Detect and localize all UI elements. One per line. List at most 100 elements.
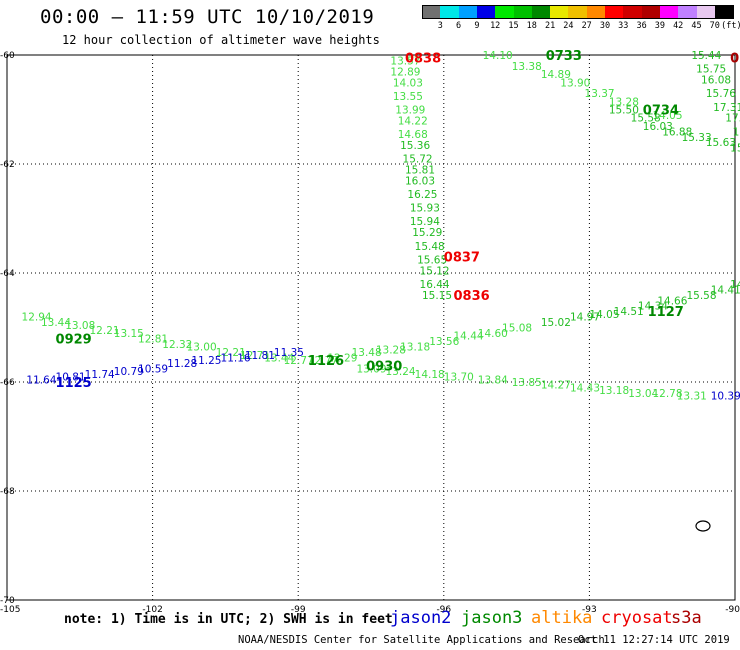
wave-height-value: 14.60 <box>478 328 508 340</box>
wave-height-value: 10.81 <box>56 372 86 384</box>
legend-cryosat: cryosat <box>601 608 673 628</box>
colorbar-label: 24 <box>563 21 574 31</box>
wave-height-value: 15.72 <box>403 154 433 166</box>
legend-jason2: jason2 <box>390 608 452 628</box>
wave-height-value: 16.88 <box>662 126 692 138</box>
wave-height-value: 13.38 <box>512 61 542 73</box>
legend-s3a: s3a <box>671 608 702 628</box>
wave-height-value: 13.84 <box>478 374 508 386</box>
wave-height-value: 13.56 <box>429 336 459 348</box>
wave-height-value: 15.58 <box>686 290 716 302</box>
wave-height-value: 15.81 <box>405 164 435 176</box>
wave-height-value: 11.16 <box>221 352 251 364</box>
wave-height-value: 13.24 <box>386 366 416 378</box>
lat-tick-label: -64 <box>0 269 15 279</box>
wave-height-value: 13.08 <box>65 320 95 332</box>
colorbar-label: 21 <box>544 21 556 31</box>
wave-height-value: 14.22 <box>398 115 428 127</box>
wave-height-value: 14.05 <box>589 309 619 321</box>
wave-height-value: 13.37 <box>585 88 615 100</box>
wave-height-value: 13.18 <box>400 342 430 354</box>
island-outline <box>695 520 711 532</box>
wave-height-value: 13.85 <box>512 377 542 389</box>
legend-altika: altika <box>531 608 593 628</box>
wave-height-value: 12.89 <box>390 66 420 78</box>
colorbar-swatch <box>513 5 533 19</box>
wave-height-value: 17.31 <box>713 102 740 114</box>
wave-height-value: 13.44 <box>41 317 71 329</box>
colorbar-label: 70 <box>709 21 720 31</box>
colorbar-label: 45 <box>691 21 702 31</box>
colorbar-label: 9 <box>474 21 480 31</box>
colorbar-label: 30 <box>599 21 611 31</box>
wave-height-value: 14.18 <box>415 369 445 381</box>
wave-height-value: 14.45 <box>730 279 740 291</box>
wave-height-value: 12.94 <box>22 312 52 324</box>
lat-tick-label: -70 <box>0 596 15 606</box>
lon-tick-label: -90 <box>725 605 740 615</box>
pass-time-label: 0733 <box>546 49 582 64</box>
colorbar-swatch <box>623 5 643 19</box>
colorbar-swatch <box>550 5 569 19</box>
wave-height-value: 15.50 <box>609 105 639 117</box>
colorbar-swatch <box>458 5 478 19</box>
wave-height-value: 15.12 <box>420 265 450 277</box>
wave-height-value: 14.03 <box>393 77 423 89</box>
wave-height-value: 15.08 <box>502 323 532 335</box>
wave-height-value: 14.68 <box>398 129 428 141</box>
wave-height-value: 12.21 <box>216 347 246 359</box>
wave-height-value: 12.32 <box>162 339 192 351</box>
wave-height-value: 13.28 <box>609 96 639 108</box>
pass-time-labels: 0838073305007340837083609291127112609301… <box>56 49 740 391</box>
colorbar-swatch <box>641 5 661 19</box>
colorbar-swatch <box>659 5 679 19</box>
wave-height-value: 15.94 <box>410 216 440 228</box>
colorbar-label: 33 <box>618 21 629 31</box>
wave-height-value: 13.90 <box>560 77 590 89</box>
wave-height-value: 12.71 <box>240 350 270 362</box>
colorbar-swatch <box>440 5 460 19</box>
colorbar-label: 12 <box>490 21 501 31</box>
wave-height-value: 14.44 <box>454 331 484 343</box>
wave-height-value: 13.09 <box>356 363 386 375</box>
wave-height-value: 11.35 <box>274 347 304 359</box>
wave-height-value: 13.48 <box>352 347 382 359</box>
pass-time-label: 0837 <box>444 251 480 266</box>
colorbar-swatch <box>696 5 716 19</box>
colorbar-label: 6 <box>456 21 462 31</box>
wave-height-value: 10.59 <box>138 363 168 375</box>
wave-height-value: 11.74 <box>85 369 115 381</box>
lon-tick-label: -99 <box>291 605 306 615</box>
wave-height-value: 14.51 <box>614 306 644 318</box>
wave-height-value: 16.03 <box>405 175 435 187</box>
wave-height-value: 12.21 <box>90 325 120 337</box>
colorbar-swatch <box>531 5 551 19</box>
wave-height-value: 12.77 <box>284 355 314 367</box>
wave-height-value: 16.03 <box>643 121 673 133</box>
wave-height-value: 15.29 <box>412 227 442 239</box>
wave-height-value: 12.29 <box>327 352 357 364</box>
wave-height-value: 13.70 <box>444 372 474 384</box>
wave-height-value: 13.99 <box>395 105 425 117</box>
wave-height-value: 15.76 <box>706 88 736 100</box>
pass-time-label: 0836 <box>454 289 490 304</box>
footer-timestamp: Oct 11 12:27:14 UTC 2019 <box>578 634 730 646</box>
lon-tick-label: -96 <box>436 605 451 615</box>
wave-height-value: 15.75 <box>696 64 726 76</box>
colorbar-swatch <box>476 5 496 19</box>
wave-height-value: 13.28 <box>376 344 406 356</box>
wave-height-value: 10.79 <box>114 366 144 378</box>
colorbar-label: 39 <box>654 21 666 31</box>
wave-height-value: 11.64 <box>26 374 56 386</box>
wave-height-value: 15.58 <box>631 113 661 125</box>
pass-time-label: 0929 <box>56 332 92 347</box>
wave-height-value: 12.78 <box>652 388 682 400</box>
pass-time-label: 0734 <box>643 104 679 119</box>
wave-height-value: 13.04 <box>628 388 658 400</box>
wave-height-value: 13.57 <box>390 55 420 67</box>
lat-tick-label: -66 <box>0 378 15 388</box>
wave-height-value: 10.39 <box>711 391 740 403</box>
wave-height-value: 14.97 <box>570 312 600 324</box>
colorbar-frame <box>422 5 734 19</box>
